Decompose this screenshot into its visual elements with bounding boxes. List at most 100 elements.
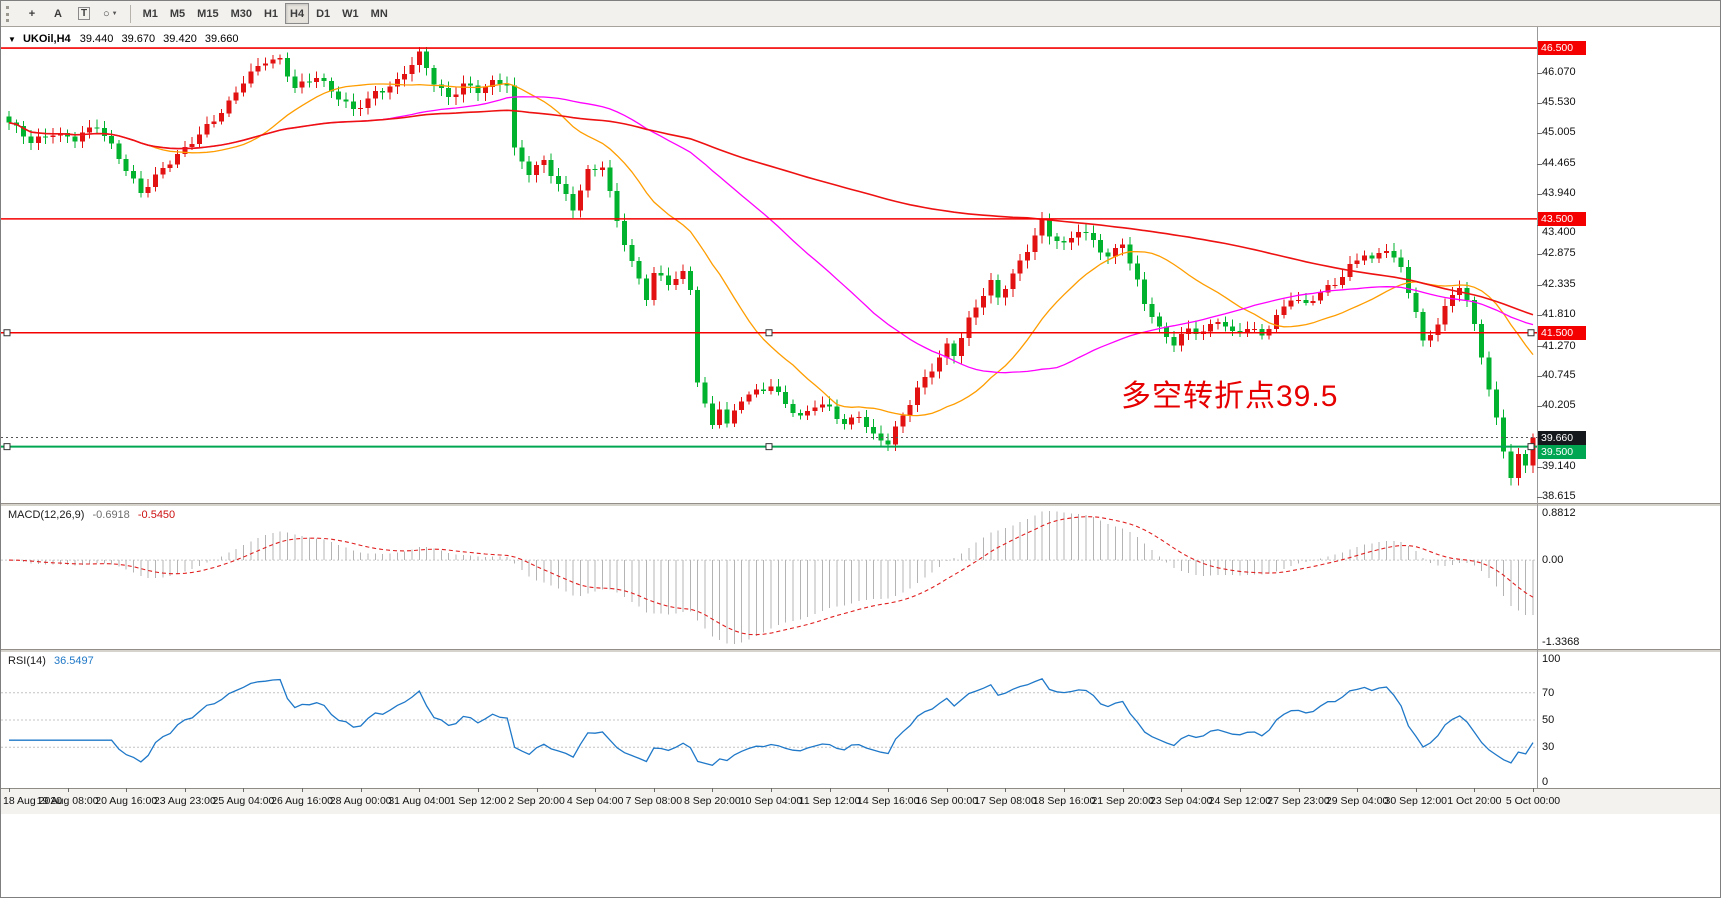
price-scale-label: 42.875 <box>1542 247 1576 260</box>
chevron-down-icon: ▼ <box>111 10 118 17</box>
time-axis-tick <box>1122 788 1124 792</box>
price-scale-label: 41.810 <box>1542 308 1576 321</box>
time-axis-label: 16 Sep 00:00 <box>915 795 979 807</box>
time-axis[interactable] <box>1 788 1720 814</box>
hline-handle[interactable] <box>765 443 773 451</box>
shapes-tool-button[interactable]: ○ ▼ <box>98 3 123 24</box>
macd-canvas[interactable] <box>1 506 1537 649</box>
ma-20-line <box>8 82 1534 417</box>
panel-separator[interactable] <box>1 649 1720 652</box>
rsi-value: 36.5497 <box>53 655 94 667</box>
time-axis-label: 25 Aug 04:00 <box>212 795 275 807</box>
time-axis-tick <box>1064 788 1066 792</box>
macd-main-value: -0.6918 <box>92 509 130 521</box>
time-axis-tick <box>1533 788 1534 792</box>
price-scale-tick <box>1537 315 1542 317</box>
chart-annotation[interactable]: 多空转折点39.5 <box>1121 380 1339 413</box>
crosshair-icon: + <box>28 7 36 20</box>
rsi-scale-label: 70 <box>1542 686 1555 699</box>
time-axis-label: 28 Aug 00:00 <box>329 795 392 807</box>
time-axis-label: 26 Aug 16:00 <box>271 795 334 807</box>
time-axis-tick <box>771 788 772 792</box>
time-axis-label: 8 Sep 20:00 <box>684 795 741 807</box>
price-scale-tick <box>1537 103 1542 105</box>
rsi-scale-label: 50 <box>1542 714 1555 726</box>
time-axis-tick <box>1298 788 1300 792</box>
macd-label: MACD(12,26,9) -0.6918 -0.5450 <box>8 509 175 521</box>
time-axis-label: 2 Sep 20:00 <box>508 795 565 807</box>
hline-handle[interactable] <box>765 329 773 337</box>
time-axis-label: 4 Sep 04:00 <box>566 795 624 807</box>
price-level-badge-39.660: 39.660 <box>1538 430 1586 445</box>
price-scale-label: 39.140 <box>1542 460 1576 473</box>
toolbar-separator <box>129 4 131 23</box>
price-scale-label: 40.205 <box>1542 399 1576 412</box>
price-level-badge-43.500: 43.500 <box>1538 211 1586 226</box>
time-axis-tick <box>184 788 186 792</box>
price-scale-label: 45.530 <box>1542 96 1576 109</box>
timeframe-button-m15[interactable]: M15 <box>192 3 223 24</box>
price-scale-tick <box>1537 285 1542 287</box>
price-level-badge-39.500: 39.500 <box>1538 444 1586 459</box>
price-scale-label: 40.745 <box>1542 368 1576 381</box>
price-scale-tick <box>1537 163 1542 165</box>
timeframe-button-m30[interactable]: M30 <box>226 3 257 24</box>
time-axis-tick <box>67 788 69 792</box>
time-axis-tick <box>419 788 421 792</box>
chart-header: ▼ UKOil,H4 39.440 39.670 39.420 39.660 <box>8 33 244 45</box>
timeframe-button-m1[interactable]: M1 <box>138 3 163 24</box>
hline-handle[interactable] <box>1527 329 1535 337</box>
macd-scale-label: 0.8812 <box>1542 507 1576 519</box>
time-axis-label: 18 Aug 2020 <box>3 795 62 807</box>
price-scale-label: 41.270 <box>1542 339 1576 352</box>
candlestick-series[interactable] <box>6 46 1536 486</box>
time-axis-label: 30 Sep 12:00 <box>1384 795 1448 807</box>
crosshair-tool-button[interactable]: + <box>20 3 44 24</box>
rsi-label: RSI(14) 36.5497 <box>8 655 94 667</box>
time-axis-tick <box>595 788 597 792</box>
toolbar-grip[interactable] <box>6 5 13 22</box>
timeframe-button-w1[interactable]: W1 <box>337 3 364 24</box>
timeframe-button-h4[interactable]: H4 <box>285 3 310 24</box>
timeframe-button-d1[interactable]: D1 <box>311 3 335 24</box>
price-scale-label: 42.335 <box>1542 278 1576 291</box>
time-axis-label: 1 Oct 20:00 <box>1447 795 1502 807</box>
ma-140-line <box>8 109 1534 316</box>
price-scale-tick <box>1537 497 1542 499</box>
timeframe-button-m5[interactable]: M5 <box>165 3 190 24</box>
rsi-canvas[interactable] <box>1 652 1537 788</box>
time-axis-label: 17 Sep 08:00 <box>974 795 1037 807</box>
hline-handle[interactable] <box>3 329 11 337</box>
main-chart-canvas[interactable] <box>1 27 1537 503</box>
panel-separator[interactable] <box>1 503 1720 506</box>
time-axis-tick <box>126 788 128 792</box>
time-axis-label: 18 Sep 16:00 <box>1032 795 1096 807</box>
macd-signal-value: -0.5450 <box>137 509 176 521</box>
label-tool-button[interactable]: T <box>72 3 96 24</box>
rsi-scale-label: 30 <box>1542 741 1555 754</box>
time-axis-label: 10 Sep 04:00 <box>739 795 803 807</box>
text-tool-button[interactable]: A <box>46 3 70 24</box>
time-axis-tick <box>712 788 714 792</box>
time-axis-label: 11 Sep 12:00 <box>798 795 861 807</box>
time-axis-label: 20 Aug 16:00 <box>95 795 158 807</box>
time-axis-tick <box>243 788 245 792</box>
timeframe-button-mn[interactable]: MN <box>366 3 393 24</box>
symbol-label: UKOil,H4 <box>22 33 71 45</box>
time-axis-tick <box>536 788 538 792</box>
ohlc-close: 39.660 <box>204 33 239 45</box>
symbol-dropdown-icon[interactable]: ▼ <box>8 35 16 44</box>
time-axis-tick <box>1005 788 1007 792</box>
hline-handle[interactable] <box>1527 443 1535 451</box>
macd-scale-label: 0.00 <box>1542 554 1564 567</box>
time-axis-tick <box>302 788 304 792</box>
hline-handle[interactable] <box>3 443 11 451</box>
rsi-line <box>9 678 1534 767</box>
macd-scale-label: -1.3368 <box>1542 636 1580 648</box>
rsi-scale-label: 0 <box>1542 776 1549 788</box>
time-axis-label: 7 Sep 08:00 <box>625 795 683 807</box>
time-axis-tick <box>1357 788 1359 792</box>
timeframe-button-h1[interactable]: H1 <box>259 3 283 24</box>
time-axis-tick <box>1415 788 1417 792</box>
price-scale-tick <box>1537 406 1542 408</box>
